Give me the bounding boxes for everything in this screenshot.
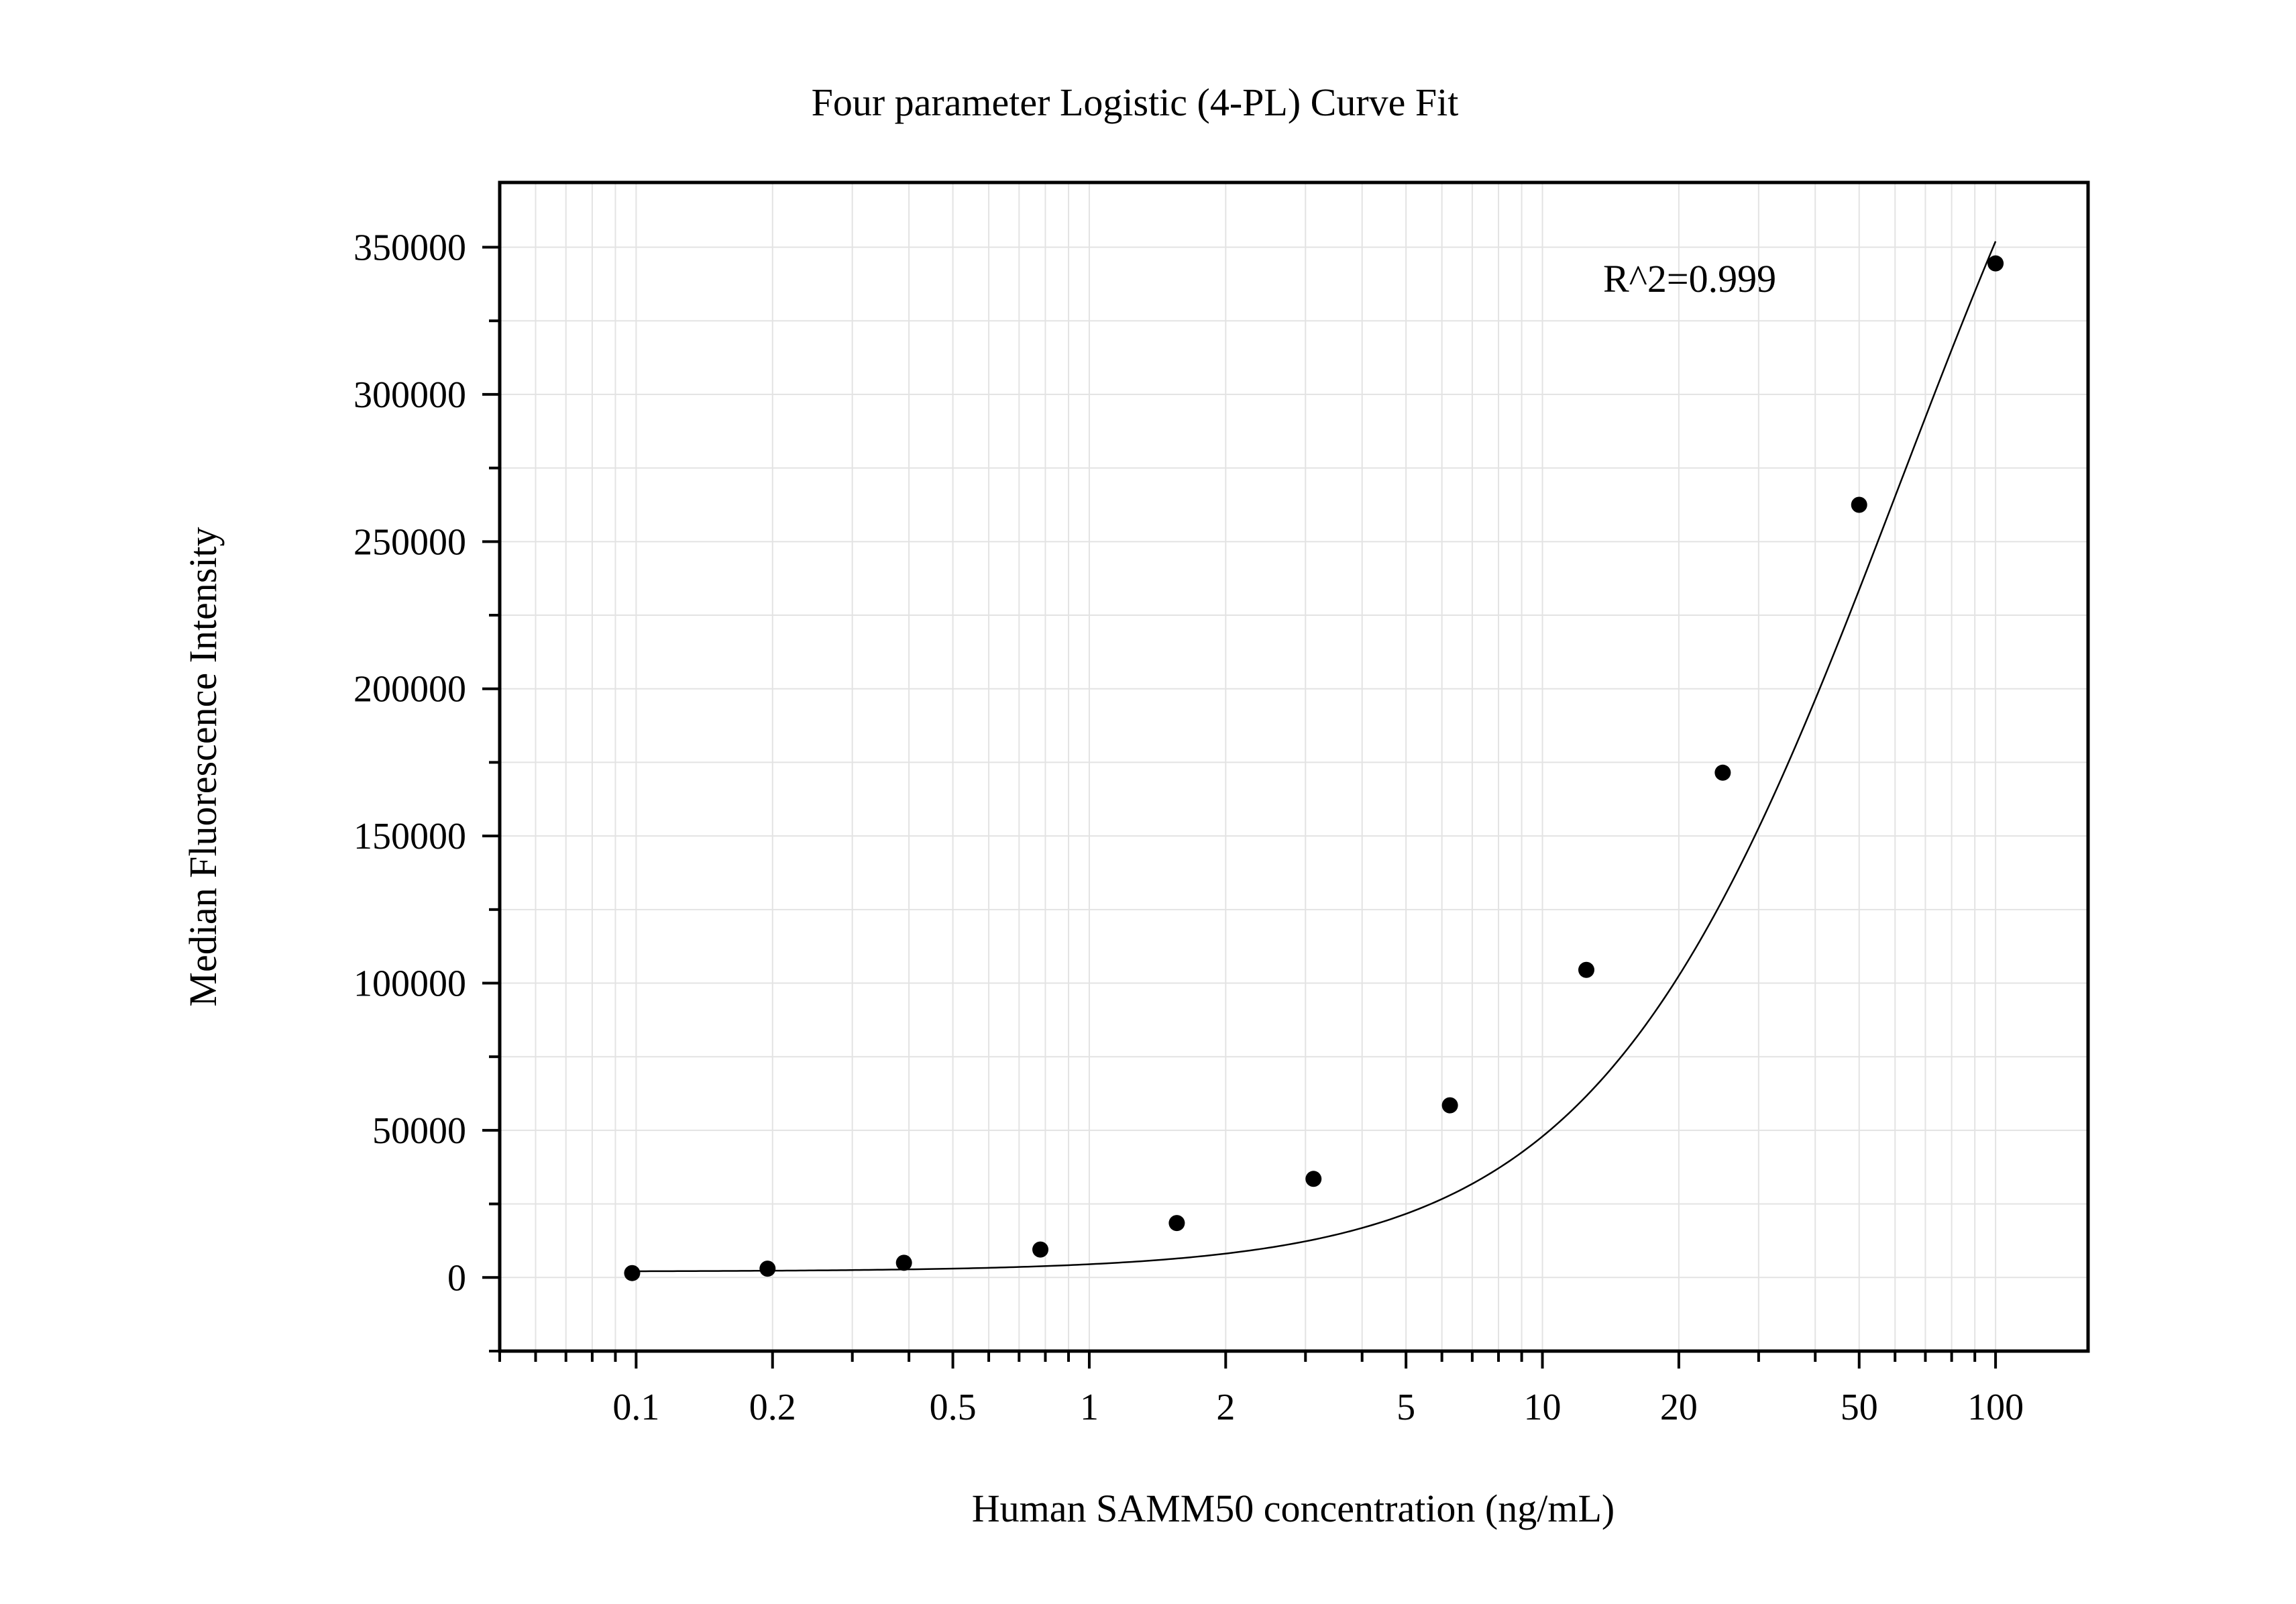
r-squared-annotation: R^2=0.999	[1603, 257, 1776, 301]
y-tick-label: 250000	[353, 521, 466, 563]
x-tick-label: 100	[1967, 1387, 2024, 1428]
y-tick-label: 350000	[353, 227, 466, 269]
x-tick-label: 50	[1841, 1387, 1878, 1428]
data-point	[1168, 1215, 1185, 1232]
chart-title: Four parameter Logistic (4-PL) Curve Fit	[812, 81, 1459, 124]
x-tick-label: 2	[1216, 1387, 1235, 1428]
data-point	[1032, 1241, 1049, 1258]
data-point	[1305, 1171, 1322, 1187]
data-points	[624, 255, 2004, 1281]
data-point	[1987, 255, 2004, 272]
x-tick-label: 10	[1524, 1387, 1562, 1428]
data-point	[1441, 1097, 1458, 1114]
fit-curve	[632, 241, 1997, 1273]
x-tick-label: 0.1	[612, 1387, 659, 1428]
data-point	[624, 1265, 641, 1281]
x-tick-label: 5	[1397, 1387, 1415, 1428]
x-axis-label: Human SAMM50 concentration (ng/mL)	[972, 1487, 1615, 1530]
y-axis-label: Median Fluorescence Intensity	[181, 527, 225, 1006]
x-tick-label: 20	[1660, 1387, 1698, 1428]
data-point	[1851, 496, 1867, 513]
data-point	[895, 1254, 912, 1271]
y-tick-label: 50000	[372, 1110, 466, 1152]
y-tick-label: 300000	[353, 374, 466, 416]
y-tick-label: 200000	[353, 669, 466, 710]
x-tick-label: 1	[1080, 1387, 1099, 1428]
y-tick-label: 150000	[353, 816, 466, 857]
data-point	[1714, 764, 1731, 781]
fit-curve-layer	[632, 241, 1997, 1273]
data-point	[1578, 961, 1594, 978]
y-tick-label: 0	[447, 1257, 466, 1299]
axes: 0.1 0.2 0.5 1 2 5 10 20 50 100 0 50000 100000 150000 2…	[353, 227, 2024, 1428]
plot-frame	[498, 180, 2090, 1353]
x-tick-label: 0.5	[930, 1387, 977, 1428]
data-point	[759, 1261, 776, 1277]
y-tick-label: 100000	[353, 963, 466, 1005]
grid	[499, 182, 2088, 1351]
x-tick-label: 0.2	[749, 1387, 796, 1428]
